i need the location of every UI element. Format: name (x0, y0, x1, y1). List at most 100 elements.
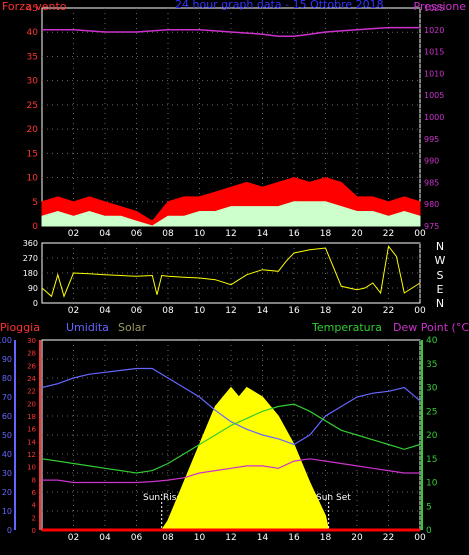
humidity-label: Umidita (66, 321, 109, 334)
temperature-tick-label: 20 (426, 431, 438, 441)
panel2-x-tick-label: 18 (320, 306, 332, 316)
sunrise-label: Sun Rise (143, 493, 182, 503)
panel1-x-tick-label: 08 (162, 229, 174, 239)
wind-speed-label: Forza vento (2, 0, 67, 13)
panel3-x-tick-label: 22 (383, 533, 394, 543)
panel2-x-tick-label: 04 (99, 306, 111, 316)
temperature-tick-label: 40 (426, 336, 438, 346)
pressure-label: Pressione (414, 0, 467, 13)
rain-label: Pioggia (0, 321, 40, 334)
panel2-x-tick-label: 10 (194, 306, 206, 316)
panel3-x-tick-label: 00 (414, 533, 426, 543)
compass-w: W (435, 254, 446, 267)
wind-tick-label: 45 (27, 4, 38, 14)
temperature-series (41, 403, 421, 474)
wind-tick-label: 40 (27, 28, 39, 38)
wind-tick-label: 15 (27, 149, 38, 159)
wind-tick-label: 10 (27, 174, 39, 184)
panel2-x-tick-label: 12 (225, 306, 236, 316)
pressure-tick-label: 1010 (424, 69, 444, 78)
temperature-tick-label: 0 (426, 526, 432, 536)
solar-label: Solar (118, 321, 147, 334)
rain-tick-label: 22 (27, 388, 36, 396)
panel1-x-tick-label: 20 (351, 229, 363, 239)
wind-tick-label: 25 (27, 101, 38, 111)
panel3-x-tick-label: 14 (257, 533, 269, 543)
panel1-x-tick-label: 02 (68, 229, 79, 239)
rain-tick-label: 10 (27, 464, 36, 472)
rain-tick-label: 30 (27, 337, 36, 345)
direction-tick-label: 180 (23, 269, 38, 278)
temperature-label: Temperatura (311, 321, 382, 334)
panel1-x-tick-label: 14 (257, 229, 269, 239)
chart-marks: 0510152025303540459759809859909951000100… (0, 4, 444, 543)
humidity-tick-label: 40 (2, 450, 12, 459)
panel1-x-tick-label: 16 (288, 229, 300, 239)
panel1-x-tick-label: 04 (99, 229, 111, 239)
wind-tick-label: 30 (27, 77, 39, 87)
temperature-tick-label: 15 (426, 455, 437, 465)
rain-tick-label: 16 (27, 426, 36, 434)
dewpoint-label: Dew Point (°C) (393, 321, 469, 334)
wind-tick-label: 35 (27, 52, 38, 62)
panel2-x-tick-label: 22 (383, 306, 394, 316)
panel1-x-tick-label: 18 (320, 229, 332, 239)
panel2-x-tick-label: 02 (68, 306, 79, 316)
direction-tick-label: 0 (33, 299, 38, 308)
humidity-tick-label: 20 (2, 488, 12, 497)
compass-n-bottom: N (436, 297, 444, 310)
panel1-x-tick-label: 06 (131, 229, 143, 239)
rain-tick-label: 8 (32, 476, 36, 484)
rain-tick-label: 2 (32, 514, 36, 522)
rain-tick-label: 24 (27, 375, 36, 383)
panel3-x-tick-label: 04 (99, 533, 111, 543)
panel2-x-tick-label: 08 (162, 306, 174, 316)
panel3-x-tick-label: 20 (351, 533, 363, 543)
panel1-x-tick-label: 22 (383, 229, 394, 239)
panel2-x-tick-label: 06 (131, 306, 143, 316)
humidity-tick-label: 90 (2, 355, 12, 364)
panel3-x-tick-label: 06 (131, 533, 143, 543)
wind-tick-label: 5 (32, 198, 38, 208)
panel3-x-tick-label: 02 (68, 533, 79, 543)
rain-tick-label: 12 (27, 451, 36, 459)
pressure-tick-label: 985 (424, 178, 439, 187)
rain-tick-label: 26 (27, 362, 36, 370)
pressure-tick-label: 1015 (424, 48, 444, 57)
temperature-tick-label: 30 (426, 384, 438, 394)
rain-tick-label: 4 (32, 502, 37, 510)
panel3-x-tick-label: 18 (320, 533, 332, 543)
rain-tick-label: 20 (27, 400, 36, 408)
humidity-tick-label: 0 (7, 526, 12, 535)
wind-tick-label: 20 (27, 125, 39, 135)
pressure-tick-label: 1000 (424, 113, 444, 122)
humidity-tick-label: 60 (2, 412, 12, 421)
panel2-x-tick-label: 20 (351, 306, 363, 316)
pressure-tick-label: 995 (424, 135, 439, 144)
rain-tick-label: 28 (27, 350, 36, 358)
sunset-label: Sun Set (316, 493, 351, 503)
humidity-tick-label: 50 (2, 431, 12, 440)
pressure-tick-label: 1025 (424, 4, 444, 13)
panel2-x-tick-label: 00 (414, 306, 426, 316)
temperature-tick-label: 25 (426, 407, 437, 417)
solar-series (160, 386, 330, 531)
panel2-x-tick-label: 16 (288, 306, 300, 316)
temperature-tick-label: 10 (426, 479, 438, 489)
temperature-tick-label: 35 (426, 360, 437, 370)
pressure-tick-label: 990 (424, 157, 439, 166)
pressure-series (42, 26, 420, 38)
panel1-x-tick-label: 12 (225, 229, 236, 239)
panel2-x-tick-label: 14 (257, 306, 269, 316)
compass-s: S (437, 269, 444, 282)
pressure-tick-label: 1020 (424, 26, 444, 35)
compass-e: E (437, 283, 444, 296)
pressure-tick-label: 975 (424, 222, 439, 231)
direction-tick-label: 270 (23, 254, 38, 263)
humidity-tick-label: 30 (2, 469, 12, 478)
temperature-tick-label: 5 (426, 502, 432, 512)
panel3-x-tick-label: 12 (225, 533, 236, 543)
rain-tick-label: 6 (32, 489, 37, 497)
